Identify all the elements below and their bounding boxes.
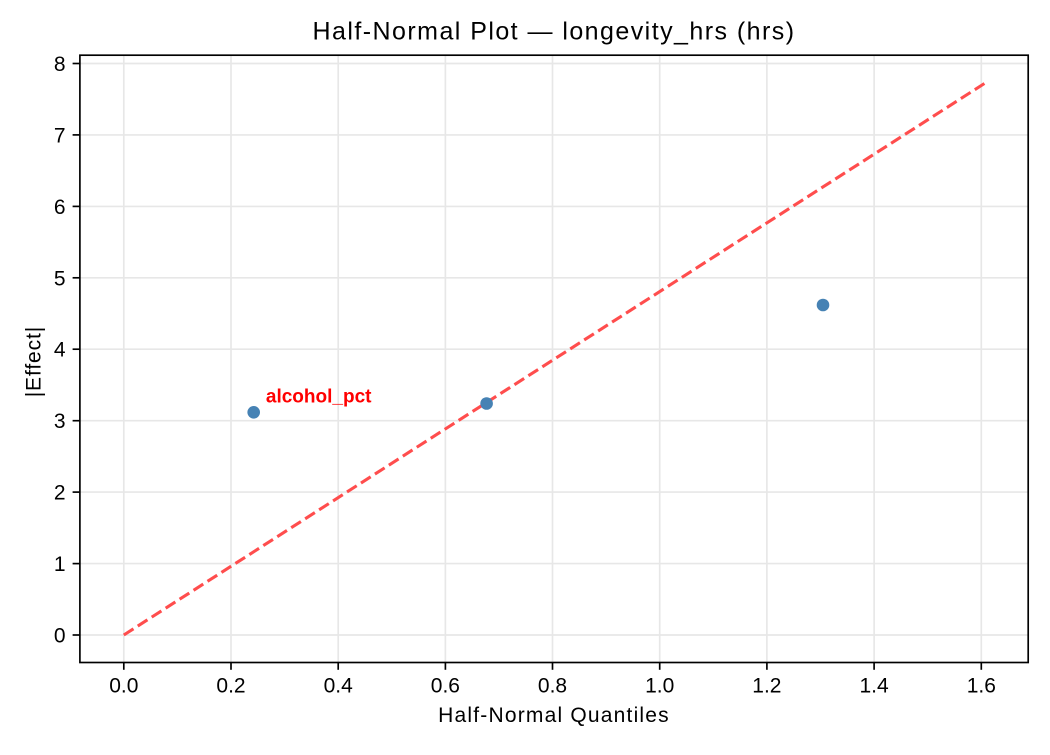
svg-text:5: 5 bbox=[54, 267, 66, 290]
svg-text:1.6: 1.6 bbox=[967, 675, 996, 698]
svg-text:0: 0 bbox=[54, 625, 66, 648]
svg-text:0.4: 0.4 bbox=[324, 675, 354, 698]
svg-text:0.2: 0.2 bbox=[216, 675, 245, 698]
svg-text:Half-Normal Plot — longevity_h: Half-Normal Plot — longevity_hrs (hrs) bbox=[313, 17, 796, 45]
svg-text:8: 8 bbox=[54, 53, 66, 76]
svg-text:2: 2 bbox=[54, 482, 66, 505]
svg-text:4: 4 bbox=[54, 339, 66, 362]
svg-text:1.0: 1.0 bbox=[645, 675, 674, 698]
svg-text:7: 7 bbox=[54, 124, 66, 147]
svg-text:|Effect|: |Effect| bbox=[23, 326, 46, 397]
svg-text:0.8: 0.8 bbox=[538, 675, 567, 698]
svg-text:1.2: 1.2 bbox=[752, 675, 781, 698]
svg-text:alcohol_pct: alcohol_pct bbox=[266, 386, 372, 407]
svg-text:3: 3 bbox=[54, 410, 66, 433]
svg-text:0.6: 0.6 bbox=[431, 675, 460, 698]
svg-text:0.0: 0.0 bbox=[109, 675, 138, 698]
svg-text:1.4: 1.4 bbox=[859, 675, 889, 698]
svg-text:6: 6 bbox=[54, 196, 66, 219]
svg-text:1: 1 bbox=[54, 553, 66, 576]
svg-text:Half-Normal Quantiles: Half-Normal Quantiles bbox=[438, 704, 670, 727]
